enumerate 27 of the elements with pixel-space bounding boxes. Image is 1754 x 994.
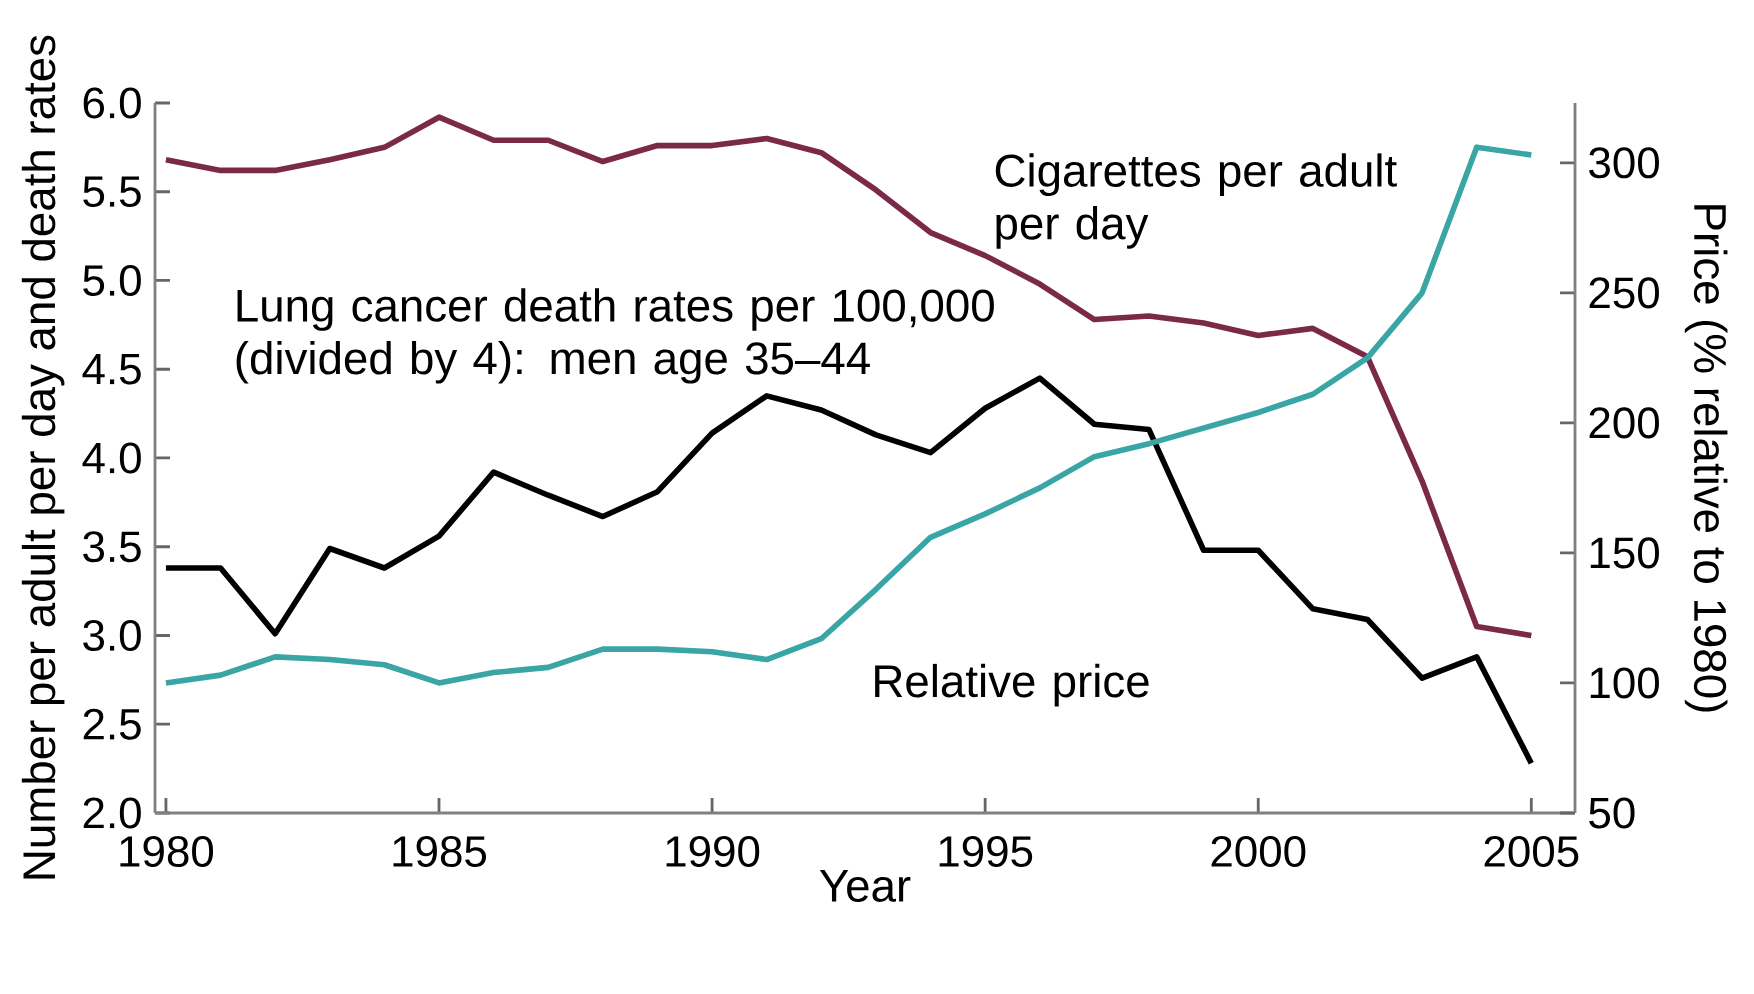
y-tick-label: 2.0 [83,797,141,829]
series-label: Relative price [875,663,1149,707]
x-tick-label: 1990 [666,835,760,868]
x-axis-title: Year [819,870,911,902]
y-tick-label: 2.5 [83,708,141,740]
y2-tick-label: 150 [1590,537,1659,569]
y-axis-title: Number per adult per day and death rates [21,35,65,879]
y-tick-label: 4.0 [82,442,141,474]
series-label: Lung cancer death rates per 100,000 (divided by 4): men age 35–44 [236,288,994,384]
y-tick-label: 6.0 [83,87,141,119]
x-tick-label: 2005 [1484,835,1579,868]
x-tick-label: 1985 [393,835,487,868]
series-label: Cigarettes per adult per day [995,153,1397,249]
y2-axis-title: Price (% relative to 1980) [1684,205,1728,712]
y2-tick-label: 250 [1589,277,1659,309]
x-tick-label: 2000 [1211,835,1306,868]
y2-tick-label: 50 [1589,797,1635,829]
x-tick-label: 1980 [120,835,214,868]
y-tick-label: 5.0 [83,264,141,297]
y-tick-label: 3.0 [83,619,141,652]
x-tick-label: 1995 [939,835,1033,868]
y2-tick-label: 300 [1589,147,1659,179]
y-tick-label: 4.5 [82,353,141,385]
y2-tick-label: 200 [1589,407,1659,439]
y-tick-label: 3.5 [83,531,141,563]
y2-tick-label: 100 [1590,667,1659,699]
y-tick-label: 5.5 [83,176,141,208]
